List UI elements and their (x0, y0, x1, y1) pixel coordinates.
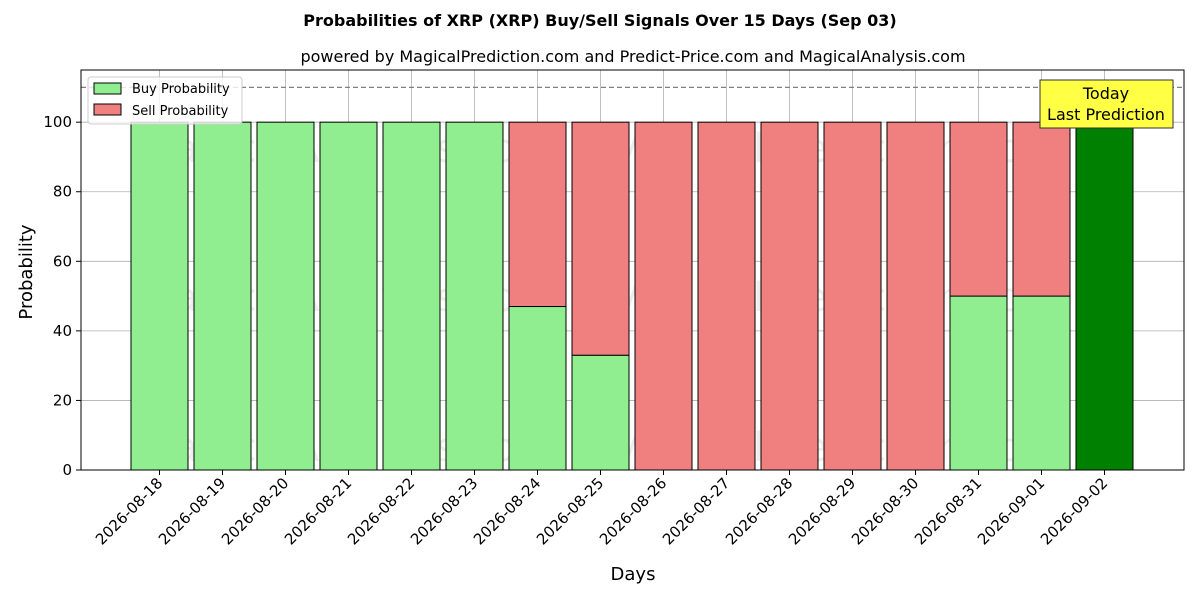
y-tick-label: 20 (53, 391, 72, 409)
bar-sell-2026-08-27 (697, 121, 756, 471)
y-tick-label: 100 (43, 113, 72, 131)
y-axis-label: Probability (16, 224, 37, 319)
bar-sell-2026-08-26 (634, 121, 693, 471)
y-tick-label: 80 (53, 183, 72, 201)
legend-swatch-sell (93, 103, 122, 116)
plot-frame (80, 69, 1185, 471)
annotation-line-today: Today (1082, 84, 1129, 103)
bar-sell-2026-08-25 (571, 121, 630, 356)
y-tick-label: 40 (53, 322, 72, 340)
bar-sell-2026-08-29 (823, 121, 882, 471)
bar-sell-2026-09-01 (1012, 121, 1071, 297)
bar-buy-2026-08-31 (949, 295, 1008, 471)
legend-label-buy: Buy Probability (132, 82, 230, 97)
bar-buy-2026-08-25 (571, 354, 630, 471)
plot-area: MagicalAnalysis.comMagicalPrediction.com… (43, 69, 1185, 548)
chart-subtitle: powered by MagicalPrediction.com and Pre… (300, 47, 965, 66)
x-tick-label: 2026-09-02 (1037, 474, 1111, 548)
x-axis-label: Days (611, 564, 656, 585)
annotation-line-last-prediction: Last Prediction (1047, 105, 1165, 124)
chart-title: Probabilities of XRP (XRP) Buy/Sell Sign… (303, 11, 896, 30)
annotation-box (1039, 79, 1174, 129)
bar-buy-2026-08-19 (193, 121, 252, 471)
bar-buy-2026-08-21 (319, 121, 378, 471)
legend-swatch-buy (93, 82, 122, 95)
y-tick-label: 0 (62, 461, 72, 479)
bar-sell-2026-08-30 (886, 121, 945, 471)
bar-buy-2026-08-23 (445, 121, 504, 471)
bar-buy-2026-08-18 (130, 121, 189, 471)
bar-today-2026-09-02 (1075, 121, 1134, 471)
bar-sell-2026-08-31 (949, 121, 1008, 297)
bar-buy-2026-08-22 (382, 121, 441, 471)
bar-buy-2026-08-20 (256, 121, 315, 471)
bar-sell-2026-08-28 (760, 121, 819, 471)
bar-sell-2026-08-24 (508, 121, 567, 308)
bar-buy-2026-08-24 (508, 306, 567, 471)
legend-box (87, 76, 243, 125)
legend-label-sell: Sell Probability (132, 104, 229, 119)
bar-buy-2026-09-01 (1012, 295, 1071, 471)
y-tick-label: 60 (53, 252, 72, 270)
